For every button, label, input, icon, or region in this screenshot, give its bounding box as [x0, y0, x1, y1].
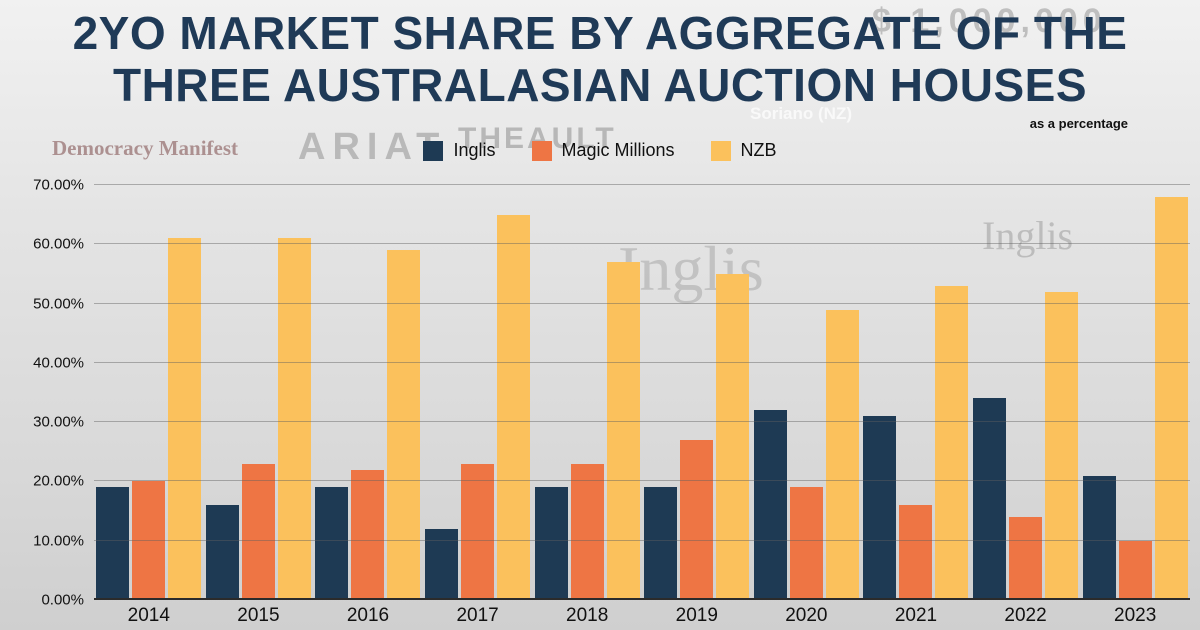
bar-magic-millions	[461, 463, 495, 600]
legend-item: Magic Millions	[531, 140, 675, 161]
bar-group	[532, 185, 642, 600]
bar-inglis	[1082, 475, 1116, 600]
bar-nzb	[1154, 196, 1188, 600]
y-axis: 0.00% 10.00% 20.00% 30.00% 40.00% 50.00% 60.00…	[8, 177, 94, 609]
legend-label: Inglis	[453, 140, 496, 160]
legend-item: Inglis	[423, 140, 496, 161]
bar-chart: 0.00% 10.00% 20.00% 30.00% 40.00% 50.00% 60.00…	[8, 177, 1190, 630]
gridline	[94, 184, 1190, 185]
gridline	[94, 480, 1190, 482]
bar-group	[313, 185, 423, 600]
x-tick-label: 2014	[127, 605, 170, 626]
bar-group	[642, 185, 752, 600]
bar-nzb	[825, 309, 859, 600]
legend-swatch-icon	[710, 140, 731, 161]
y-tick-label: 40.00%	[33, 354, 84, 372]
bar-group	[971, 185, 1081, 600]
y-tick-label: 70.00%	[33, 176, 84, 194]
x-tick-label: 2018	[566, 605, 609, 626]
bar-magic-millions	[570, 463, 604, 600]
legend-label: Magic Millions	[561, 140, 675, 160]
x-tick-label: 2022	[1004, 605, 1047, 626]
legend-item: NZB	[710, 140, 777, 161]
x-tick-label: 2019	[675, 605, 718, 626]
bar-group	[861, 185, 971, 600]
bar-nzb	[387, 250, 421, 600]
x-tick-label: 2020	[785, 605, 828, 626]
bar-groups	[94, 185, 1190, 600]
y-tick-label: 10.00%	[33, 532, 84, 550]
x-tick-label: 2023	[1114, 605, 1157, 626]
gridline	[94, 421, 1190, 423]
bar-inglis	[753, 410, 787, 600]
bar-magic-millions	[132, 481, 166, 600]
x-tick-label: 2017	[456, 605, 499, 626]
bar-nzb	[606, 262, 640, 600]
x-tick-label: 2021	[894, 605, 938, 626]
plot-column: 2014 2015 2016 2017 2018 2019 2020 2021 2022 2023	[94, 184, 1190, 630]
bar-magic-millions	[1009, 517, 1043, 600]
x-axis: 2014 2015 2016 2017 2018 2019 2020 2021 2022 2023	[94, 600, 1190, 630]
bar-magic-millions	[1118, 540, 1152, 600]
gridline	[94, 361, 1190, 363]
chart-legend: Inglis Magic Millions NZB	[0, 140, 1200, 161]
gridline	[94, 539, 1190, 541]
bar-nzb	[497, 214, 531, 600]
x-axis-line	[94, 598, 1190, 600]
title-line-1: 2YO MARKET SHARE BY AGGREGATE OF THE	[72, 7, 1128, 59]
legend-label: NZB	[740, 140, 777, 160]
bar-nzb	[277, 238, 311, 600]
bar-group	[423, 185, 533, 600]
legend-swatch-icon	[423, 140, 444, 161]
gridline	[94, 243, 1190, 245]
plot-area	[94, 184, 1190, 600]
y-tick-label: 20.00%	[33, 472, 84, 490]
bar-group	[94, 185, 204, 600]
bar-inglis	[973, 398, 1007, 600]
bar-inglis	[425, 528, 459, 600]
title-line-2: THREE AUSTRALASIAN AUCTION HOUSES	[112, 58, 1087, 111]
bar-magic-millions	[351, 469, 385, 600]
bar-inglis	[205, 505, 239, 600]
gridline	[94, 302, 1190, 304]
page-title: 2YO MARKET SHARE BY AGGREGATE OF THE THR…	[0, 7, 1200, 111]
y-tick-label: 0.00%	[41, 591, 84, 609]
chart-subtitle: as a percentage	[1029, 116, 1128, 131]
bar-group	[204, 185, 314, 600]
bar-inglis	[644, 487, 678, 600]
y-tick-label: 50.00%	[33, 295, 84, 313]
bar-magic-millions	[789, 487, 823, 600]
bar-group	[1080, 185, 1190, 600]
bar-nzb	[935, 285, 969, 600]
x-tick-label: 2015	[237, 605, 280, 626]
bar-inglis	[315, 487, 349, 600]
bar-group	[752, 185, 862, 600]
y-tick-label: 60.00%	[33, 235, 84, 253]
x-tick-label: 2016	[346, 605, 390, 626]
y-tick-label: 30.00%	[33, 413, 84, 431]
bar-nzb	[168, 238, 202, 600]
bar-nzb	[716, 273, 750, 600]
bar-magic-millions	[241, 463, 275, 600]
bar-inglis	[863, 416, 897, 600]
bar-magic-millions	[680, 439, 714, 600]
bar-nzb	[1045, 291, 1079, 600]
bar-inglis	[96, 487, 130, 600]
bar-inglis	[534, 487, 568, 600]
legend-swatch-icon	[531, 140, 552, 161]
bar-magic-millions	[899, 505, 933, 600]
